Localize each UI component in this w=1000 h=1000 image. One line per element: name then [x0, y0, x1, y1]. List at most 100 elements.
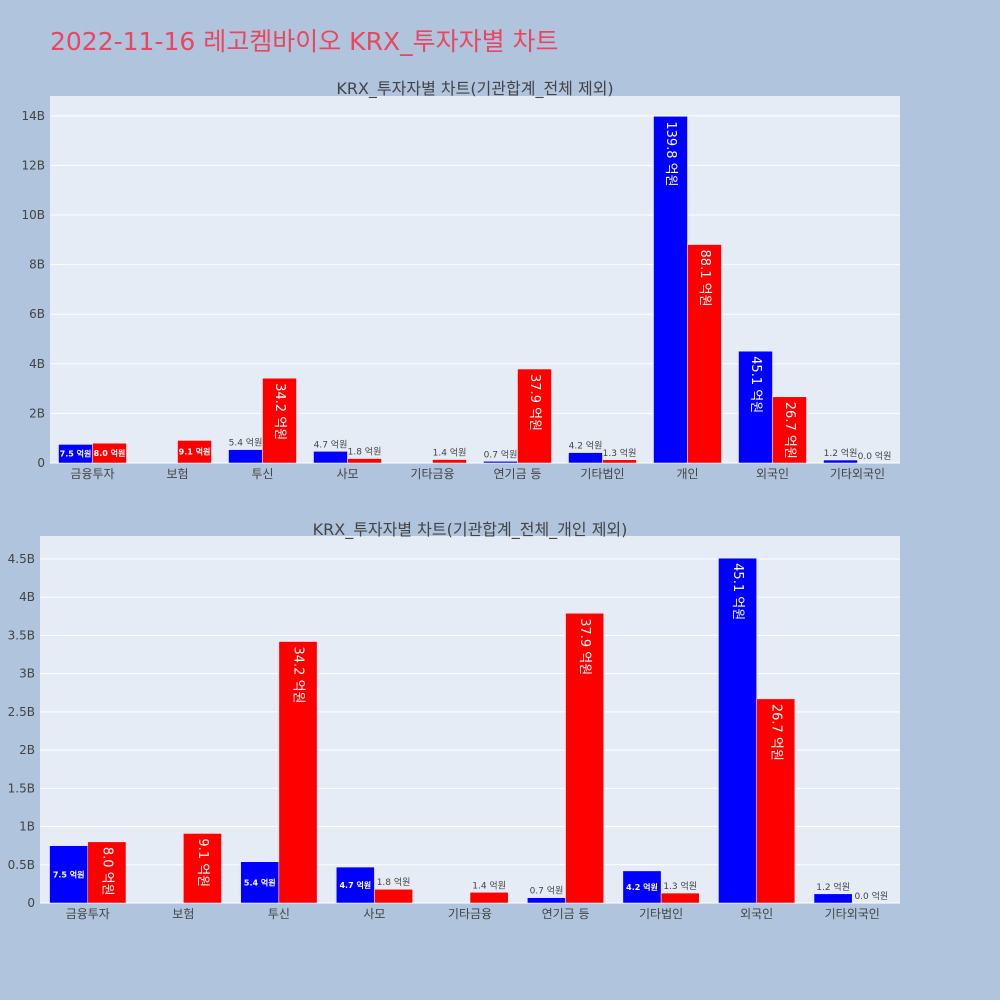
x-tick-label: 사모 [336, 467, 358, 481]
bar [347, 458, 382, 464]
data-label: 8.0 억원 [94, 448, 126, 458]
x-tick-label: 개인 [676, 467, 698, 481]
bar [92, 442, 127, 464]
data-label: 1.2 억원 [824, 447, 858, 459]
chart-title: KRX_투자자별 차트(기관합계_전체_개인 제외) [313, 520, 628, 540]
data-label: 139.8 억원 [663, 121, 678, 186]
data-label: 37.9 억원 [527, 374, 542, 431]
y-tick-label: 3.5B [8, 628, 35, 642]
data-label: 37.9 억원 [577, 618, 592, 675]
bar [565, 612, 605, 904]
x-tick-label: 기타금융 [448, 907, 492, 921]
data-label: 1.3 억원 [663, 880, 697, 892]
data-label: 34.2 억원 [291, 647, 306, 704]
y-tick-label: 0 [27, 896, 35, 910]
data-label: 9.1 억원 [195, 838, 210, 887]
x-tick-label: 기타외국인 [830, 467, 885, 481]
y-tick-label: 0.5B [8, 858, 35, 872]
x-tick-label: 연기금 등 [542, 907, 590, 921]
y-tick-label: 3B [19, 667, 35, 681]
data-label: 1.8 억원 [377, 876, 411, 888]
data-label: 1.4 억원 [472, 879, 506, 891]
bar [87, 841, 127, 904]
y-tick-label: 0 [37, 456, 45, 470]
x-tick-label: 기타법인 [580, 467, 624, 481]
bar [469, 892, 509, 904]
y-tick-label: 6B [29, 307, 45, 321]
x-tick-label: 외국인 [756, 467, 789, 481]
y-tick-label: 12B [21, 158, 45, 172]
bar [738, 350, 773, 464]
y-tick-label: 8B [29, 258, 45, 272]
y-tick-label: 4B [29, 357, 45, 371]
bar [568, 452, 603, 464]
data-label: 5.4 억원 [229, 437, 263, 449]
chart-title: KRX_투자자별 차트(기관합계_전체 제외) [336, 79, 613, 99]
bar [772, 396, 807, 464]
data-label: 4.2 억원 [626, 882, 658, 892]
bar [660, 892, 700, 904]
bar [622, 870, 662, 904]
data-label: 4.7 억원 [339, 880, 371, 890]
bar [278, 641, 318, 904]
data-label: 7.5 억원 [53, 869, 85, 879]
y-tick-label: 2B [29, 406, 45, 420]
data-label: 45.1 억원 [748, 356, 763, 413]
bar [262, 377, 297, 464]
data-label: 5.4 억원 [244, 877, 276, 887]
bar [602, 459, 637, 464]
bar [313, 451, 348, 464]
data-label: 1.4 억원 [433, 447, 467, 459]
y-tick-label: 4.5B [8, 552, 35, 566]
data-label: 88.1 억원 [697, 250, 712, 307]
x-tick-label: 보험 [166, 467, 188, 481]
bar [517, 368, 552, 464]
data-label: 8.0 억원 [99, 847, 114, 896]
x-tick-label: 외국인 [740, 907, 773, 921]
bar [718, 557, 757, 904]
x-tick-label: 기타법인 [639, 907, 683, 921]
data-label: 0.0 억원 [858, 450, 892, 462]
bar [756, 698, 796, 904]
y-tick-label: 10B [21, 208, 45, 222]
data-label: 9.1 억원 [179, 447, 211, 457]
data-label: 4.2 억원 [569, 440, 603, 452]
bar [374, 888, 413, 904]
bar [228, 449, 263, 464]
bar [183, 833, 222, 904]
bar [177, 440, 212, 464]
y-tick-label: 2.5B [8, 705, 35, 719]
data-label: 45.1 억원 [730, 563, 745, 620]
page-title: 2022-11-16 레고켐바이오 KRX_투자자별 차트 [50, 27, 559, 56]
bar [687, 244, 722, 464]
bar [823, 459, 858, 464]
y-tick-label: 2B [19, 743, 35, 757]
data-label: 0.0 억원 [854, 890, 888, 902]
x-tick-label: 보험 [172, 907, 194, 921]
x-tick-label: 투신 [268, 907, 290, 921]
bar [49, 845, 89, 904]
chart-top: 0 2B 4B 6B 8B 10B 12B 14B KRX_투자자별 차트(기관합계_전체 제외… [21, 79, 900, 481]
data-label: 26.7 억원 [768, 704, 783, 761]
bar [813, 893, 853, 904]
x-tick-label: 기타금융 [410, 467, 454, 481]
data-label: 26.7 억원 [782, 402, 797, 459]
bar [432, 459, 467, 464]
y-tick-label: 1B [19, 820, 35, 834]
x-tick-label: 연기금 등 [494, 467, 542, 481]
y-tick-label: 4B [19, 590, 35, 604]
bar [653, 116, 688, 464]
bar [240, 861, 280, 904]
bar [335, 866, 375, 904]
data-label: 7.5 억원 [60, 449, 92, 459]
bar [527, 897, 566, 904]
x-tick-label: 기타외국인 [825, 907, 880, 921]
x-tick-label: 금융투자 [70, 467, 114, 481]
x-tick-label: 금융투자 [66, 907, 110, 921]
chart-bottom: 0 0.5B 1B 1.5B 2B 2.5B 3B 3.5B 4B 4.5B KRX_투자자별 차트… [8, 520, 900, 921]
y-tick-label: 1.5B [8, 781, 35, 795]
x-tick-label: 투신 [251, 467, 273, 481]
data-label: 1.8 억원 [348, 446, 382, 458]
data-label: 0.7 억원 [530, 885, 564, 897]
